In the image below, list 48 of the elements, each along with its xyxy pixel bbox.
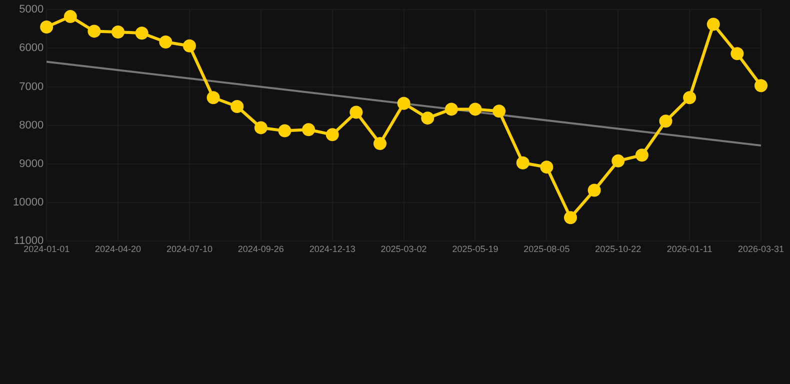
x-tick-label: 2024-12-13 [309,244,356,254]
point [159,36,172,49]
point [706,18,720,31]
point [350,106,363,119]
x-tick-label: 2025-10-22 [595,244,642,254]
y-tick-label: 7000 [19,80,44,93]
point [516,156,530,170]
x-tick-label: 2024-01-01 [24,244,70,254]
point [302,123,316,136]
x-tick-label: 2025-03-02 [380,244,427,254]
x-tick-label: 2024-07-10 [166,244,212,254]
x-tick-label: 2026-03-31 [738,244,784,254]
point [182,39,196,52]
point [278,124,292,138]
point [373,137,386,150]
point [135,26,148,40]
point [112,25,125,38]
y-tick-label: 9000 [19,158,44,170]
point [683,91,696,104]
y-tick-label: 6000 [19,42,44,54]
y-tick-label: 10000 [12,196,44,209]
point [635,148,648,162]
point [88,24,101,38]
point [468,102,482,116]
point [206,91,220,104]
point [588,184,601,197]
x-tick-label: 2026-01-11 [666,244,712,254]
point [492,104,506,118]
x-tick-label: 2024-09-26 [238,244,284,254]
point [659,114,672,128]
point [612,154,625,168]
point [326,128,339,142]
point [754,79,768,92]
point [397,96,410,110]
point [230,100,244,113]
point [64,10,77,24]
point [40,20,54,34]
point [421,112,434,125]
point [730,47,744,60]
x-tick-label: 2025-08-05 [524,244,570,254]
point [254,121,268,134]
point [564,211,577,224]
y-tick-label: 5000 [19,4,44,16]
point [540,160,554,174]
point [444,102,458,116]
x-tick-label: 2024-04-20 [95,244,142,254]
y-tick-label: 8000 [19,119,44,132]
x-tick-label: 2025-05-19 [452,244,498,254]
